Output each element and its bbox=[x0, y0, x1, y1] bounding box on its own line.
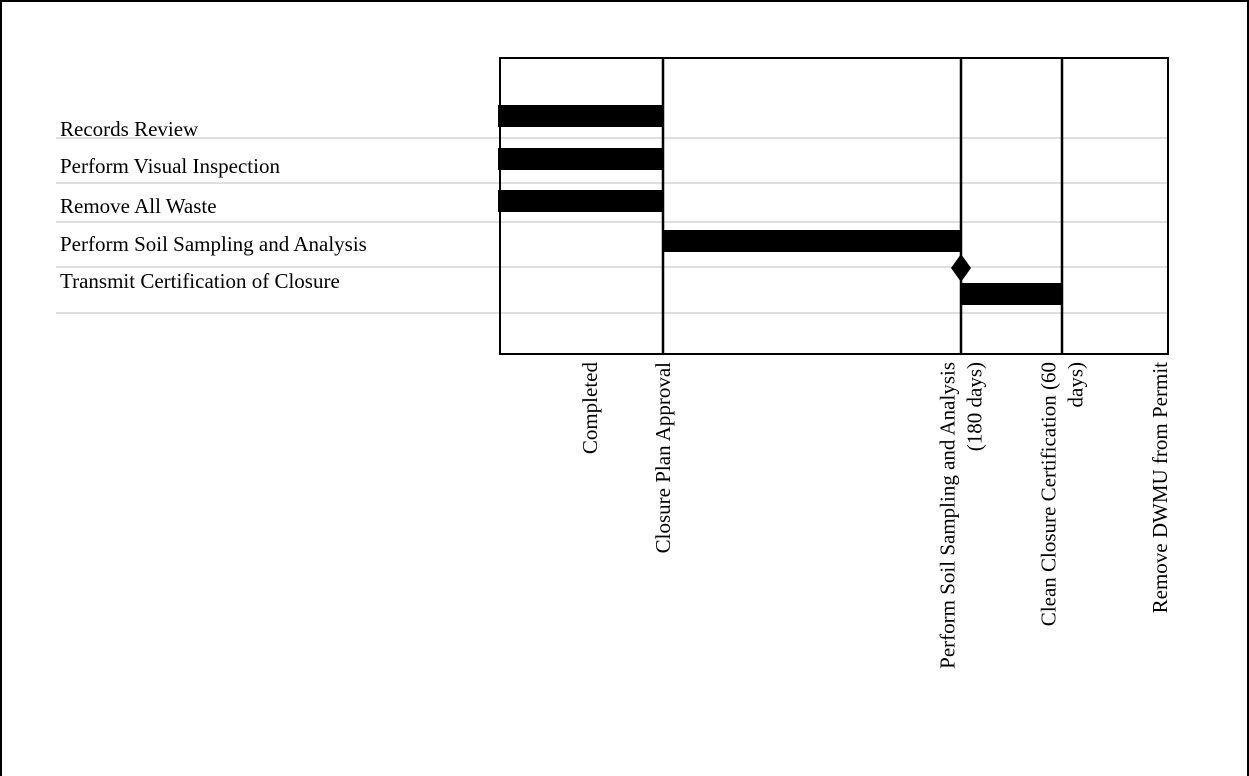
milestone-label-line: Closure Plan Approval bbox=[651, 362, 675, 553]
milestone-label-line: Completed bbox=[578, 362, 602, 455]
milestone-diamond bbox=[951, 254, 971, 282]
task-bar bbox=[498, 105, 663, 127]
milestone-label-line: Perform Soil Sampling and Analysis bbox=[936, 362, 960, 669]
task-bar bbox=[498, 190, 663, 212]
milestone-label: Clean Closure Certification (60 days) bbox=[1037, 362, 1088, 626]
milestone-label: Remove DWMU from Permit bbox=[1148, 362, 1172, 614]
task-label: Remove All Waste bbox=[60, 194, 217, 218]
milestone-label: Closure Plan Approval bbox=[651, 362, 675, 553]
task-labels: Records Review Perform Visual Inspection R… bbox=[60, 117, 367, 293]
milestone-label: Perform Soil Sampling and Analysis (180 d… bbox=[936, 362, 987, 669]
task-bar bbox=[663, 230, 961, 252]
task-label: Perform Soil Sampling and Analysis bbox=[60, 232, 367, 256]
task-bars bbox=[498, 105, 1062, 305]
task-bar bbox=[498, 148, 663, 170]
phase-boundary-lines bbox=[661, 58, 1064, 354]
task-bar bbox=[961, 283, 1062, 305]
milestone-labels: Completed Closure Plan Approval Perform So… bbox=[578, 362, 1172, 669]
milestone-label-line: Clean Closure Certification (60 bbox=[1037, 362, 1061, 626]
milestone-label-line: (180 days) bbox=[963, 362, 987, 451]
milestone-label: Completed bbox=[578, 362, 602, 455]
task-label: Transmit Certification of Closure bbox=[60, 269, 340, 293]
task-label: Perform Visual Inspection bbox=[60, 154, 280, 178]
milestone-label-line: days) bbox=[1064, 362, 1088, 408]
milestone-label-line: Remove DWMU from Permit bbox=[1148, 362, 1172, 614]
task-label: Records Review bbox=[60, 117, 199, 141]
row-gridlines bbox=[56, 137, 1168, 314]
